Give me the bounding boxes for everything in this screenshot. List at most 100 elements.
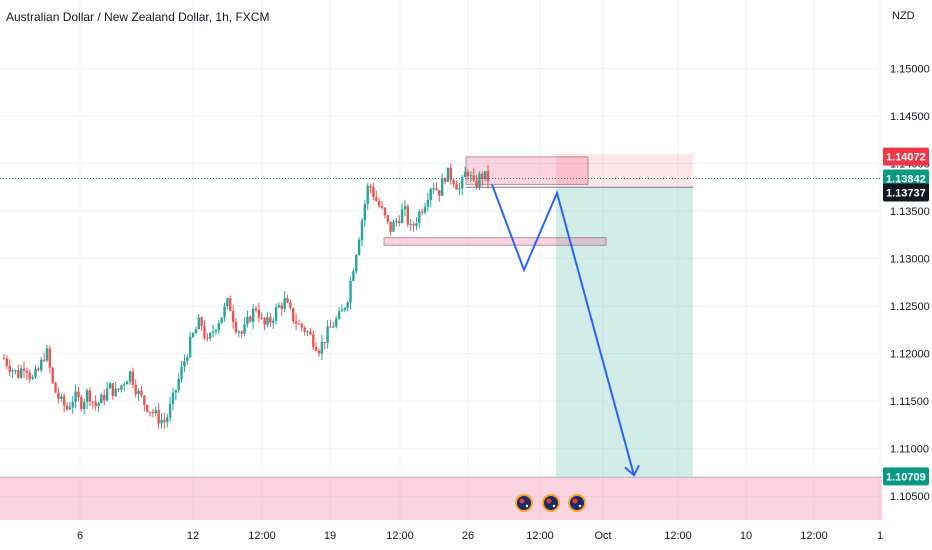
candle-body <box>375 197 378 202</box>
projected-path-line[interactable] <box>491 184 635 476</box>
candle-body <box>114 388 117 396</box>
candle-body <box>168 404 172 418</box>
candle-body <box>420 211 424 213</box>
candle-body <box>65 405 69 410</box>
bottom-target-zone[interactable] <box>0 477 882 520</box>
candle-body <box>62 396 66 406</box>
candle-body <box>423 206 427 213</box>
candle-body <box>88 390 92 402</box>
candle-body <box>148 411 152 413</box>
x-tick-label: Oct <box>594 530 611 542</box>
candle-body <box>68 407 72 410</box>
candle-body <box>229 298 232 312</box>
grid-lines <box>0 0 882 520</box>
candle-body <box>206 337 209 339</box>
candle-body <box>8 365 11 372</box>
candle-body <box>412 224 415 226</box>
candle-body <box>231 311 235 323</box>
candle-body <box>137 390 140 395</box>
candle-body <box>108 383 112 389</box>
price-tag-label: 1.14072 <box>886 152 926 164</box>
candle-body <box>34 368 37 378</box>
economic-event-flag-icon[interactable] <box>568 494 586 512</box>
candle-body <box>357 239 361 255</box>
candle-body <box>80 397 83 410</box>
candle-body <box>360 220 364 240</box>
candle-body <box>466 171 470 176</box>
candle-body <box>306 331 309 333</box>
candle-body <box>57 392 60 399</box>
candle-body <box>177 378 180 391</box>
candle-body <box>303 327 306 332</box>
stop-loss-zone[interactable] <box>556 154 693 188</box>
chart-title: Australian Dollar / New Zealand Dollar, … <box>6 10 270 24</box>
candle-body <box>260 317 263 319</box>
candle-body <box>294 321 298 324</box>
candle-body <box>166 417 169 423</box>
candle-body <box>438 190 441 196</box>
candle-body <box>28 372 31 379</box>
price-tag-prev: 1.13737 <box>883 183 929 202</box>
price-tags: 1.14072 1.13842 1.13737 1.10709 <box>883 147 929 486</box>
candle-body <box>37 368 40 371</box>
candle-body <box>246 316 249 325</box>
take-profit-zone[interactable] <box>556 187 693 478</box>
demand-zone[interactable] <box>383 237 607 246</box>
x-tick-label: 10 <box>740 530 752 542</box>
candle-body <box>352 271 355 281</box>
y-tick-label: 1.13500 <box>890 206 930 218</box>
candle-body <box>386 215 389 222</box>
candle-body <box>406 206 410 225</box>
event-icons[interactable] <box>515 494 586 512</box>
candle-body <box>91 401 94 403</box>
candle-body <box>403 206 407 210</box>
candle-body <box>323 342 326 344</box>
economic-event-flag-icon[interactable] <box>542 494 560 512</box>
candle-body <box>340 309 344 312</box>
candle-body <box>251 308 255 322</box>
x-tick-label: 1 <box>877 530 883 542</box>
candle-body <box>332 326 335 328</box>
x-tick-label: 19 <box>324 530 336 542</box>
candle-body <box>478 173 481 188</box>
x-tick-label: 12:00 <box>800 530 828 542</box>
candle-body <box>355 254 358 272</box>
candle-body <box>2 358 6 360</box>
candle-body <box>120 385 123 390</box>
candle-body <box>475 180 478 188</box>
candle-body <box>154 410 157 414</box>
x-axis: 6 12 12:00 19 12:00 26 12:00 Oct 12:00 10 12:00 1 <box>77 530 883 542</box>
candle-body <box>125 381 129 385</box>
candle-body <box>440 178 444 196</box>
candle-body <box>209 332 212 339</box>
candle-body <box>395 221 398 223</box>
candle-body <box>469 175 473 177</box>
candle-body <box>461 177 464 189</box>
candle-body <box>452 179 455 185</box>
supply-zone[interactable] <box>465 156 589 185</box>
candle-body <box>211 331 215 333</box>
candle-body <box>180 366 183 379</box>
zones <box>0 154 882 520</box>
candle-body <box>220 317 223 324</box>
candle-body <box>31 377 34 379</box>
candle-body <box>237 331 241 333</box>
candle-body <box>343 307 347 310</box>
candle-body <box>314 346 318 351</box>
candle-body <box>77 391 80 398</box>
candle-body <box>289 302 292 308</box>
candle-body <box>455 184 458 190</box>
candle-body <box>320 342 324 354</box>
candle-body <box>97 403 100 407</box>
candle-body <box>163 420 166 423</box>
candle-body <box>429 189 432 201</box>
candle-body <box>40 359 43 371</box>
economic-event-flag-icon[interactable] <box>515 494 533 512</box>
projection-arrowhead <box>624 464 640 477</box>
candle-body <box>17 370 20 378</box>
candle-body <box>191 333 195 337</box>
candle-body <box>240 331 243 334</box>
x-tick-label: 12:00 <box>248 530 276 542</box>
y-tick-label: 1.12500 <box>890 301 930 313</box>
